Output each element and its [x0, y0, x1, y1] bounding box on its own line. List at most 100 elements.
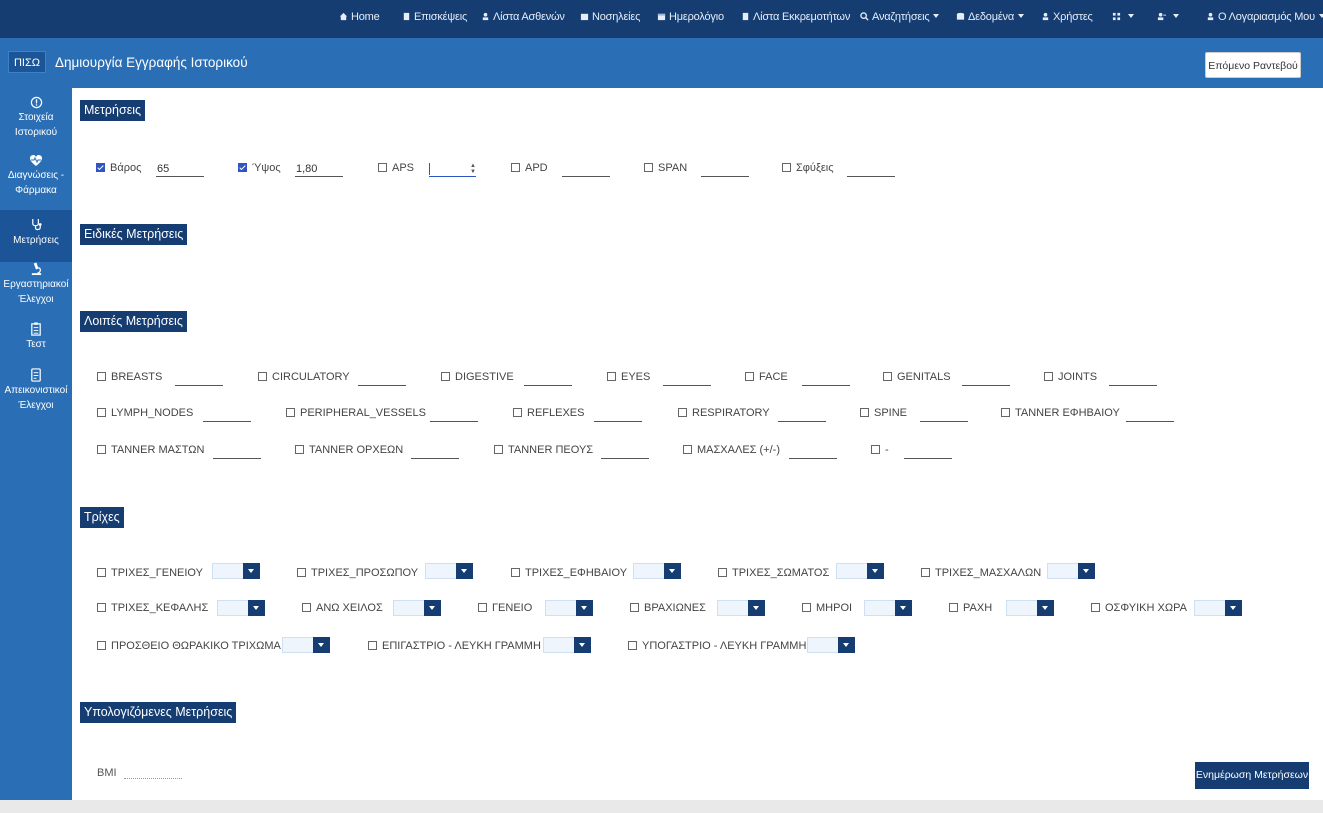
checkbox[interactable]: [96, 163, 105, 172]
hair-checkbox[interactable]: ΥΠΟΓΑΣΤΡΙΟ - ΛΕΥΚΗ ΓΡΑΜΜΗ: [628, 640, 806, 652]
other-measurement-input[interactable]: [358, 371, 406, 386]
hair-select[interactable]: [864, 600, 912, 616]
hair-select[interactable]: [282, 637, 330, 653]
other-measurement-checkbox[interactable]: TANNER ΠΕΟΥΣ: [494, 444, 593, 456]
hair-checkbox[interactable]: ΑΝΩ ΧΕΙΛΟΣ: [302, 602, 383, 614]
other-measurement-input[interactable]: [203, 407, 251, 422]
nav-users[interactable]: Χρήστες: [1041, 11, 1093, 23]
other-measurement-checkbox[interactable]: BREASTS: [97, 371, 162, 383]
checkbox[interactable]: [97, 408, 106, 417]
other-measurement-input[interactable]: [524, 371, 572, 386]
other-measurement-checkbox[interactable]: TANNER ΕΦΗΒΑΙΟΥ: [1001, 407, 1120, 419]
chevron-down-icon[interactable]: [574, 637, 591, 653]
hair-select[interactable]: [633, 563, 681, 579]
checkbox[interactable]: [1044, 372, 1053, 381]
hair-select[interactable]: [836, 563, 884, 579]
other-measurement-checkbox[interactable]: ΜΑΣΧΑΛΕΣ (+/-): [683, 444, 780, 456]
span-input[interactable]: [701, 162, 749, 177]
sidebar-item-lab-tests[interactable]: Εργαστηριακοί Έλεγχοι: [0, 260, 72, 314]
sidebar-item-history-details[interactable]: Στοιχεία Ιστορικού: [0, 94, 72, 148]
measurement-height-checkbox[interactable]: Ύψος: [238, 162, 281, 174]
checkbox[interactable]: [97, 641, 106, 650]
hair-select[interactable]: [1047, 563, 1095, 579]
measurement-pulse-checkbox[interactable]: Σφύξεις: [782, 162, 834, 174]
other-measurement-input[interactable]: [175, 371, 223, 386]
checkbox[interactable]: [644, 163, 653, 172]
chevron-down-icon[interactable]: [867, 563, 884, 579]
other-measurement-input[interactable]: [594, 407, 642, 422]
other-measurement-input[interactable]: [601, 444, 649, 459]
hair-checkbox[interactable]: ΤΡΙΧΕΣ_ΠΡΟΣΩΠΟΥ: [297, 567, 418, 579]
checkbox[interactable]: [511, 163, 520, 172]
pulse-input[interactable]: [847, 162, 895, 177]
checkbox[interactable]: [883, 372, 892, 381]
checkbox[interactable]: [368, 641, 377, 650]
spinner-icon[interactable]: ▲ ▼: [470, 163, 476, 175]
hair-checkbox[interactable]: ΤΡΙΧΕΣ_ΚΕΦΑΛΗΣ: [97, 602, 208, 614]
hair-checkbox[interactable]: ΤΡΙΧΕΣ_ΕΦΗΒΑΙΟΥ: [511, 567, 627, 579]
checkbox[interactable]: [949, 603, 958, 612]
chevron-down-icon[interactable]: [243, 563, 260, 579]
hair-select[interactable]: [1194, 600, 1242, 616]
update-measurements-button[interactable]: Ενημέρωση Μετρήσεων: [1195, 762, 1309, 789]
checkbox[interactable]: [297, 568, 306, 577]
back-button[interactable]: ΠΙΣΩ: [8, 51, 46, 73]
measurement-apd-checkbox[interactable]: APD: [511, 162, 548, 174]
hair-select[interactable]: [543, 637, 591, 653]
checkbox[interactable]: [718, 568, 727, 577]
measurement-aps-checkbox[interactable]: APS: [378, 162, 414, 174]
chevron-down-icon[interactable]: [424, 600, 441, 616]
checkbox[interactable]: [683, 445, 692, 454]
nav-apps-menu[interactable]: [1112, 11, 1134, 23]
nav-hospitalizations[interactable]: Νοσηλείες: [580, 11, 640, 23]
checkbox[interactable]: [782, 163, 791, 172]
sidebar-item-imaging-tests[interactable]: Απεικονιστικοί Έλεγχοι: [0, 366, 72, 420]
other-measurement-checkbox[interactable]: SPINE: [860, 407, 907, 419]
other-measurement-input[interactable]: [904, 444, 952, 459]
hair-select[interactable]: [425, 563, 473, 579]
checkbox[interactable]: [97, 603, 106, 612]
checkbox[interactable]: [258, 372, 267, 381]
checkbox[interactable]: [97, 445, 106, 454]
checkbox[interactable]: [871, 445, 880, 454]
checkbox[interactable]: [745, 372, 754, 381]
hair-checkbox[interactable]: ΡΑΧΗ: [949, 602, 992, 614]
checkbox[interactable]: [513, 408, 522, 417]
other-measurement-input[interactable]: [411, 444, 459, 459]
hair-checkbox[interactable]: ΟΣΦΥΙΚΗ ΧΩΡΑ: [1091, 602, 1187, 614]
other-measurement-checkbox[interactable]: GENITALS: [883, 371, 951, 383]
other-measurement-input[interactable]: [962, 371, 1010, 386]
other-measurement-checkbox[interactable]: TANNER ΟΡΧΕΩΝ: [295, 444, 403, 456]
checkbox[interactable]: [860, 408, 869, 417]
other-measurement-input[interactable]: [802, 371, 850, 386]
hair-checkbox[interactable]: ΜΗΡΟΙ: [802, 602, 852, 614]
hair-checkbox[interactable]: ΓΕΝΕΙΟ: [478, 602, 532, 614]
measurement-weight-checkbox[interactable]: Βάρος: [96, 162, 141, 174]
chevron-down-icon[interactable]: [1225, 600, 1242, 616]
other-measurement-checkbox[interactable]: REFLEXES: [513, 407, 584, 419]
chevron-down-icon[interactable]: [664, 563, 681, 579]
other-measurement-input[interactable]: [1109, 371, 1157, 386]
other-measurement-input[interactable]: [430, 407, 478, 422]
checkbox[interactable]: [494, 445, 503, 454]
chevron-down-icon[interactable]: [748, 600, 765, 616]
next-appointment-button[interactable]: Επόμενο Ραντεβού: [1205, 52, 1301, 78]
hair-checkbox[interactable]: ΒΡΑΧΙΩΝΕΣ: [630, 602, 706, 614]
sidebar-item-diagnoses-drugs[interactable]: Διαγνώσεις - Φάρμακα: [0, 152, 72, 206]
hair-select[interactable]: [217, 600, 265, 616]
checkbox[interactable]: [802, 603, 811, 612]
checkbox[interactable]: [286, 408, 295, 417]
other-measurement-input[interactable]: [920, 407, 968, 422]
checkbox[interactable]: [1091, 603, 1100, 612]
nav-visits[interactable]: Επισκέψεις: [402, 11, 467, 23]
checkbox[interactable]: [921, 568, 930, 577]
nav-pending-list[interactable]: Λίστα Εκκρεμοτήτων: [741, 11, 850, 23]
chevron-down-icon[interactable]: [895, 600, 912, 616]
horizontal-scrollbar[interactable]: [0, 800, 1323, 813]
hair-checkbox[interactable]: ΕΠΙΓΑΣΤΡΙΟ - ΛΕΥΚΗ ΓΡΑΜΜΗ: [368, 640, 541, 652]
checkbox[interactable]: [628, 641, 637, 650]
other-measurement-input[interactable]: [663, 371, 711, 386]
hair-select[interactable]: [545, 600, 593, 616]
checkbox[interactable]: [378, 163, 387, 172]
other-measurement-checkbox[interactable]: -: [871, 444, 889, 456]
